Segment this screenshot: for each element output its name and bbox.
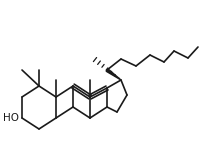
Polygon shape [106, 69, 121, 80]
Text: HO: HO [3, 113, 19, 123]
